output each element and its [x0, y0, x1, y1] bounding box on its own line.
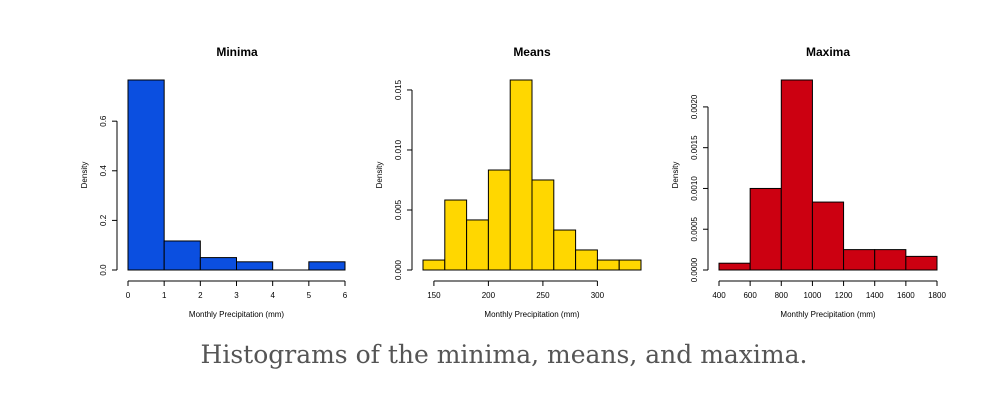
x-axis-label: Monthly Precipitation (mm)	[780, 310, 875, 319]
histogram-panel-2: 150 200 250 300 0.000 0.005 0.010 0.015 Means Mon…	[375, 45, 642, 319]
x-tick-label: 800	[775, 291, 789, 300]
y-axis-label: Density	[80, 162, 89, 189]
histogram-bar	[618, 259, 642, 271]
histogram-bar	[466, 219, 489, 271]
y-tick-label: 0.2	[99, 214, 108, 226]
histogram-bar	[553, 229, 577, 271]
x-tick-label: 6	[343, 291, 348, 300]
chart-title: Means	[513, 45, 551, 59]
histogram-panel-1: 0 1 2 3 4 5 6 0.0 0.2 0.4 0.6 Minima Monthly Precipi…	[80, 45, 348, 319]
y-tick-label: 0.0000	[690, 257, 699, 282]
y-tick-label: 0.015	[394, 79, 403, 100]
histogram-bar	[874, 249, 907, 271]
histogram-bar	[236, 261, 274, 271]
x-tick-label: 5	[307, 291, 312, 300]
x-tick-label: 1200	[835, 291, 853, 300]
histogram-bar	[163, 240, 201, 271]
y-tick-label: 0.0020	[690, 94, 699, 119]
histogram-bar	[199, 257, 237, 271]
x-tick-label: 200	[482, 291, 496, 300]
y-axis-label: Density	[671, 162, 680, 189]
x-tick-label: 3	[234, 291, 239, 300]
x-tick-label: 4	[270, 291, 275, 300]
histogram-bar	[905, 255, 938, 271]
y-tick-label: 0.010	[394, 139, 403, 160]
histogram-bar	[749, 187, 782, 271]
x-tick-label: 1400	[866, 291, 884, 300]
chart-title: Minima	[216, 45, 258, 59]
x-tick-label: 250	[536, 291, 550, 300]
x-tick-label: 1	[162, 291, 167, 300]
y-tick-label: 0.0015	[690, 135, 699, 160]
x-tick-label: 600	[743, 291, 757, 300]
histogram-bar	[422, 259, 446, 271]
x-tick-label: 1800	[928, 291, 946, 300]
histogram-bar	[487, 169, 511, 271]
x-tick-label: 300	[591, 291, 605, 300]
y-tick-label: 0.0005	[690, 216, 699, 241]
histogram-bar	[531, 179, 555, 271]
histogram-bar	[718, 262, 751, 271]
chart-title: Maxima	[806, 45, 850, 59]
x-axis-label: Monthly Precipitation (mm)	[484, 310, 579, 319]
histogram-bar	[575, 249, 598, 271]
x-tick-label: 150	[427, 291, 441, 300]
histogram-bar	[509, 79, 533, 271]
histogram-bar	[811, 201, 845, 271]
x-tick-label: 2	[198, 291, 203, 300]
histogram-bar	[596, 259, 620, 271]
y-tick-label: 0.0010	[690, 176, 699, 201]
y-axis-label: Density	[375, 162, 384, 189]
x-tick-label: 0	[126, 291, 131, 300]
x-tick-label: 400	[712, 291, 726, 300]
histogram-bar	[127, 79, 165, 271]
x-tick-label: 1600	[897, 291, 915, 300]
y-tick-label: 0.0	[99, 264, 108, 276]
figure-caption: Histograms of the minima, means, and max…	[200, 340, 808, 369]
x-tick-label: 1000	[804, 291, 822, 300]
y-tick-label: 0.005	[394, 199, 403, 220]
y-tick-label: 0.000	[394, 259, 403, 280]
histogram-bar	[444, 199, 468, 271]
x-axis-label: Monthly Precipitation (mm)	[189, 310, 284, 319]
histogram-bar	[843, 249, 876, 271]
histogram-bar	[308, 261, 346, 271]
y-tick-label: 0.6	[99, 115, 108, 127]
y-tick-label: 0.4	[99, 165, 108, 177]
histogram-panel-3: 400 600 800 1000 1200 1400 1600 1800 0.0000 0.000…	[671, 45, 946, 319]
histogram-bar	[780, 79, 813, 271]
